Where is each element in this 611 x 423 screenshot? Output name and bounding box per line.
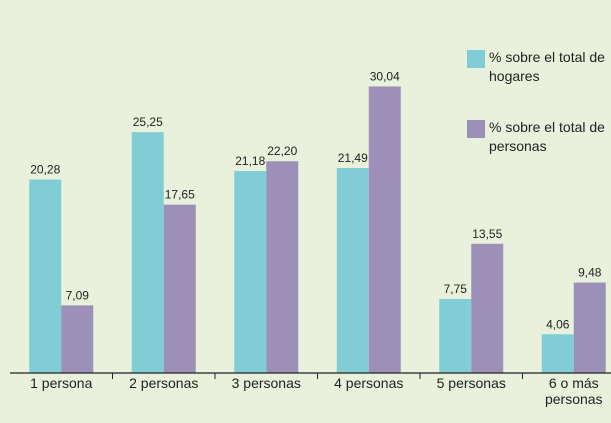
bar (163, 204, 196, 373)
value-label: 13,55 (472, 227, 502, 241)
value-label: 20,28 (30, 163, 60, 177)
bar (439, 299, 472, 373)
bar (131, 132, 164, 373)
bar (61, 305, 94, 373)
value-label: 9,48 (578, 266, 602, 280)
value-label: 30,04 (370, 69, 400, 83)
bar (234, 170, 267, 373)
x-tick-label: 5 personas (436, 375, 506, 391)
bar (541, 334, 574, 373)
value-label: 4,06 (546, 317, 570, 331)
legend-label: % sobre el total de personas (489, 119, 605, 154)
x-tick-label: 2 personas (129, 375, 199, 391)
value-label: 7,09 (66, 288, 90, 302)
legend-swatch (467, 120, 485, 138)
bar (573, 282, 606, 373)
bar (336, 168, 369, 373)
legend-label: % sobre el total de hogares (489, 49, 605, 84)
value-label: 7,75 (444, 282, 468, 296)
legend-swatch (467, 50, 485, 68)
value-label: 25,25 (133, 115, 163, 129)
bar (266, 161, 299, 373)
value-label: 17,65 (165, 188, 195, 202)
x-tick-label: 1 persona (30, 375, 93, 391)
bar (368, 86, 401, 374)
value-label: 21,18 (235, 154, 265, 168)
bar (29, 179, 62, 373)
x-tick-label: 6 o más personas (544, 375, 603, 407)
value-label: 21,49 (338, 151, 368, 165)
value-label: 22,20 (267, 144, 297, 158)
x-tick-label: 3 personas (231, 375, 301, 391)
x-tick-label: 4 personas (334, 375, 404, 391)
bar (471, 243, 504, 373)
